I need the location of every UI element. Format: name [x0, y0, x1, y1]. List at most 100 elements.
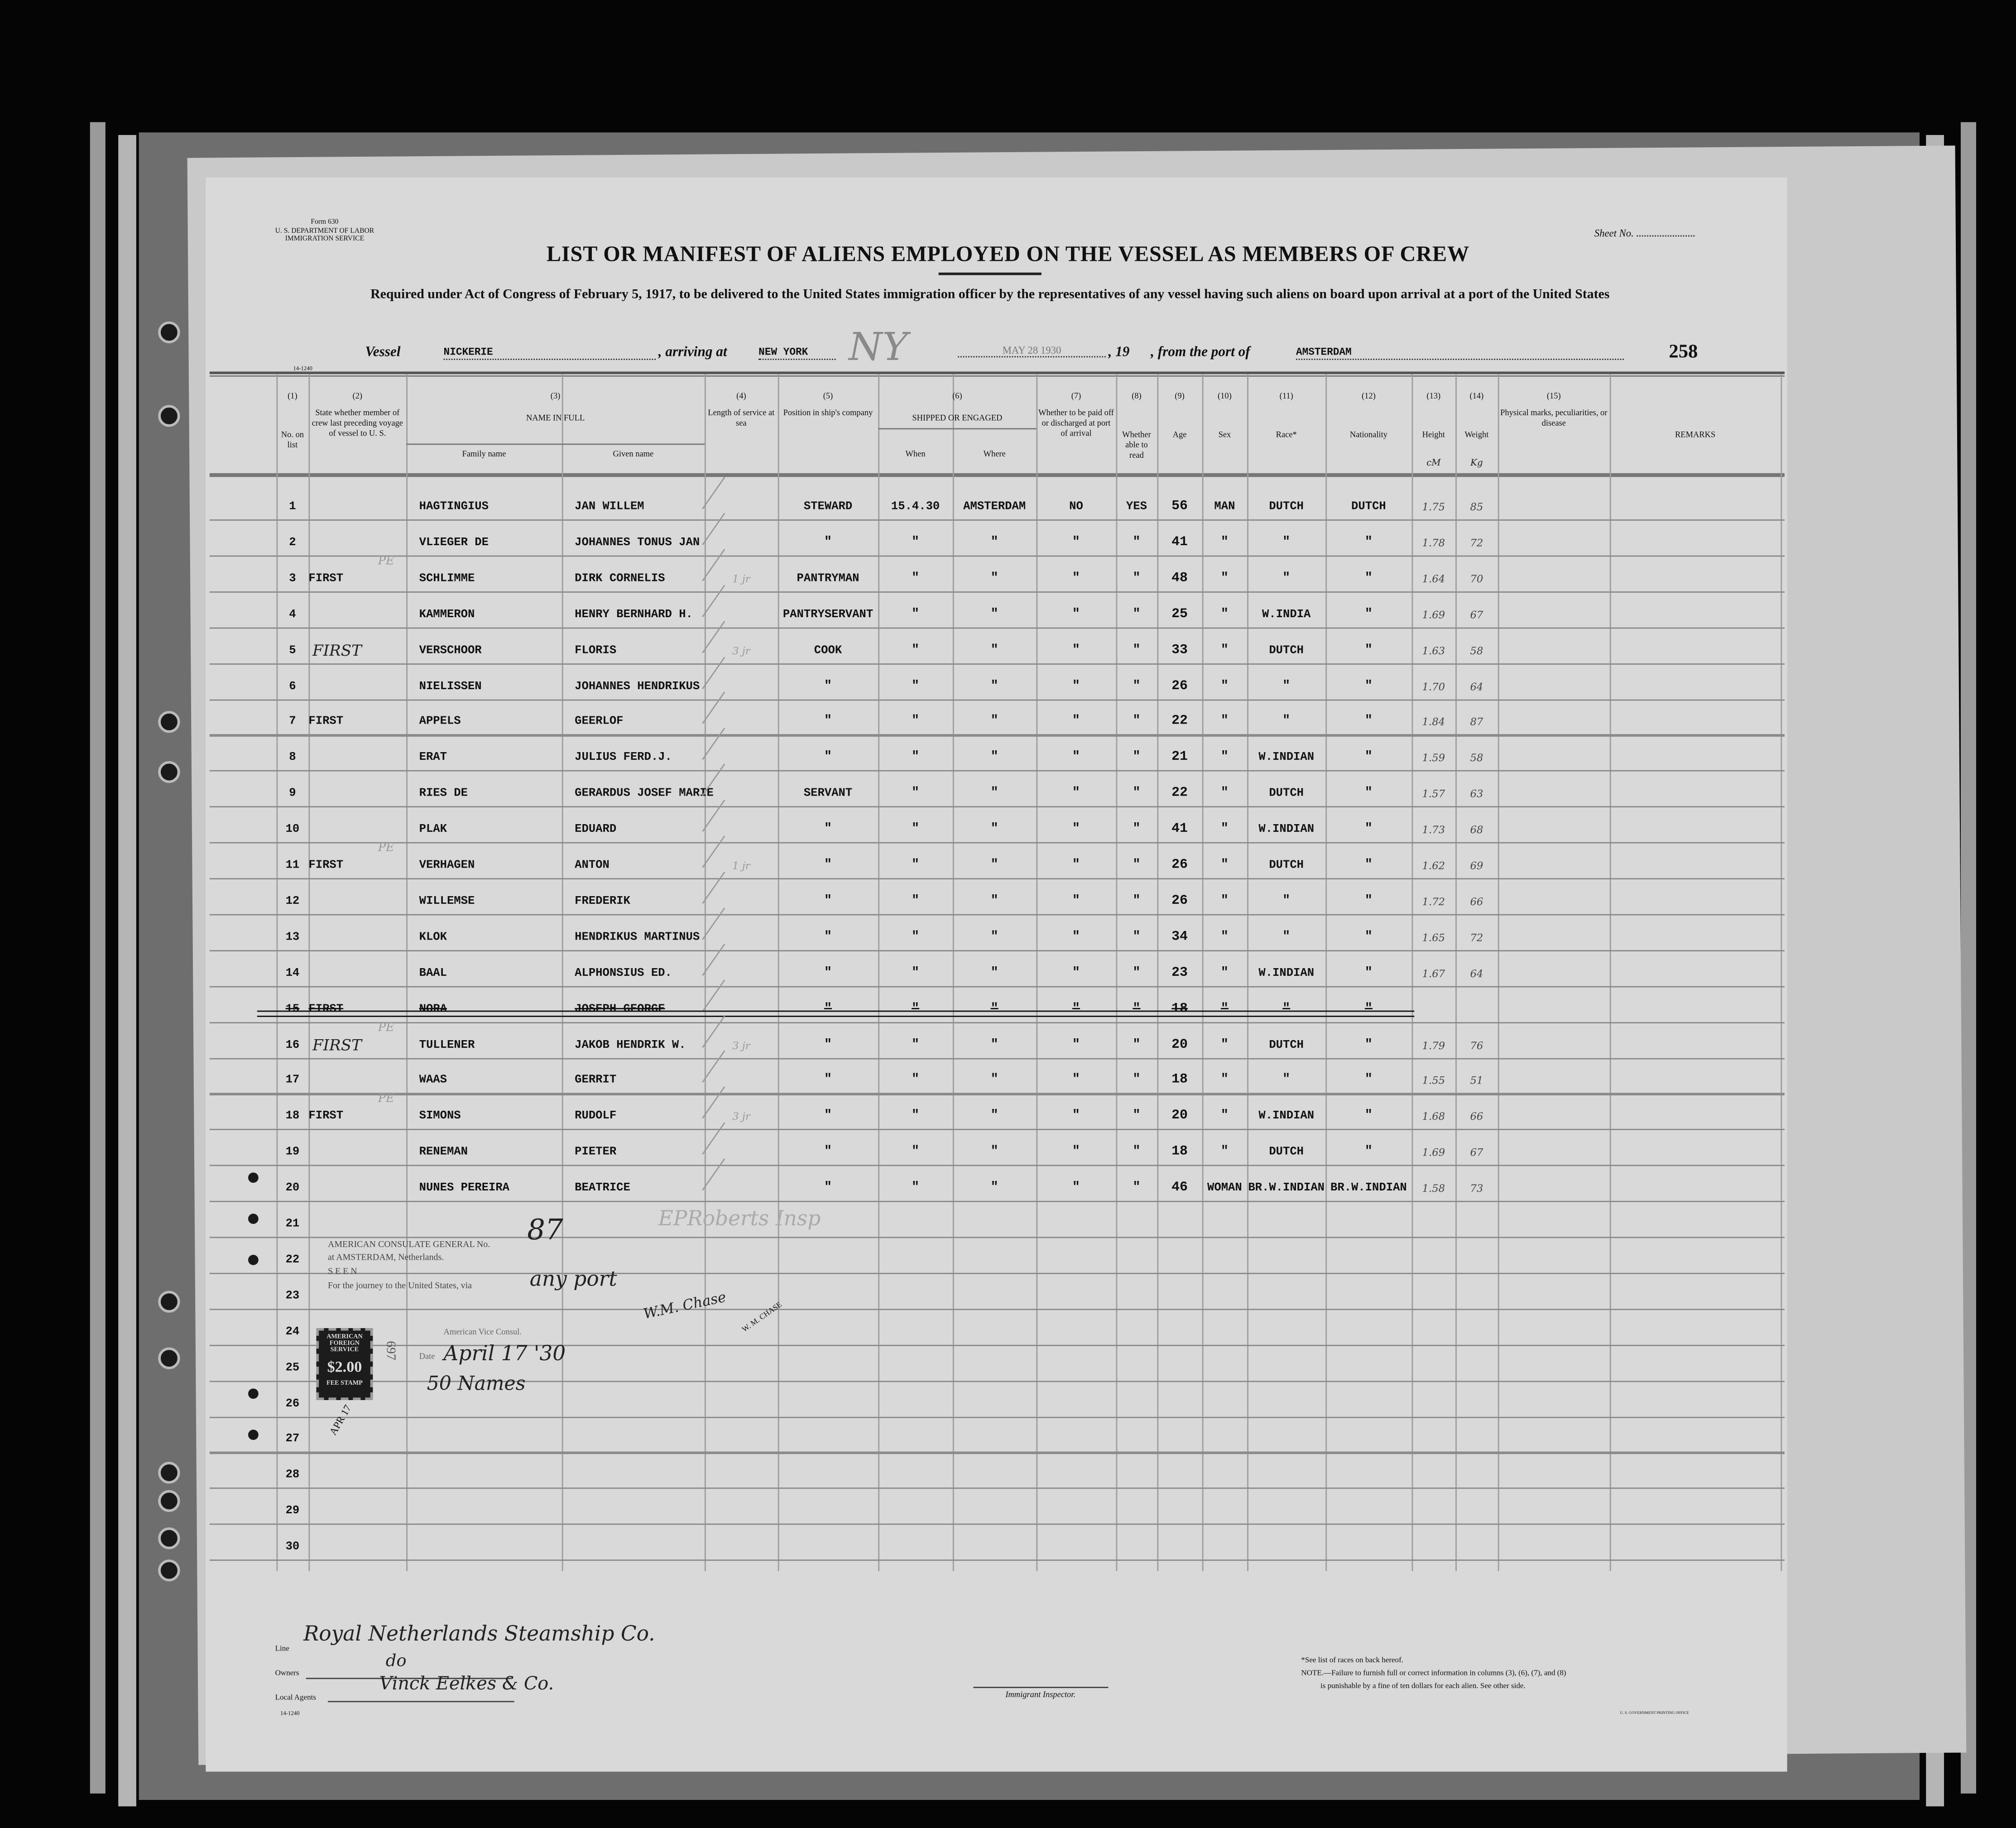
cell-nationality: DUTCH: [1351, 500, 1386, 513]
cell-position: ": [824, 715, 832, 729]
header-bottom-rule: [209, 473, 1785, 476]
cell-height: 1.70: [1422, 681, 1445, 692]
cell-when: ": [912, 931, 920, 945]
cell-family: NORA: [419, 1002, 447, 1015]
cell-paid: ": [1072, 643, 1080, 658]
cell-no: 2: [289, 536, 296, 549]
row-rule: [209, 734, 1785, 736]
cell-age: 56: [1171, 499, 1188, 514]
cell-nationality: ": [1364, 715, 1373, 729]
cell-height: 1.55: [1422, 1075, 1445, 1087]
cell-given: ANTON: [575, 859, 610, 872]
cell-no: 5: [289, 643, 296, 657]
journey-label: For the journey to the United States, vi…: [328, 1280, 472, 1291]
cell-race: BR.W.INDIAN: [1248, 1181, 1325, 1195]
column-subheader: Where: [983, 450, 1006, 459]
cell-family: HAGTINGIUS: [419, 500, 489, 513]
fee-stamp-top: AMERICAN FOREIGN SERVICE: [326, 1334, 363, 1354]
cell-sex: ": [1220, 931, 1229, 945]
cell-weight: 68: [1470, 824, 1483, 836]
cell-read: ": [1133, 894, 1141, 909]
cell-where: ": [990, 643, 998, 658]
cell-given: ALPHONSIUS ED.: [575, 966, 672, 979]
column-divider: [276, 374, 278, 1571]
binder-hole: [158, 1490, 180, 1512]
row-rule: [209, 770, 1785, 772]
cell-race: DUTCH: [1269, 643, 1304, 657]
cell-sex: ": [1220, 966, 1229, 981]
row-rule: [209, 1308, 1785, 1310]
cell-height: 1.64: [1422, 573, 1445, 585]
cell-weight: 69: [1470, 860, 1483, 872]
row-rule: [209, 662, 1785, 665]
cell-paid: ": [1072, 679, 1080, 694]
column-header: Age: [1172, 431, 1187, 440]
cell-age: 26: [1171, 678, 1188, 694]
cell-nationality: ": [1364, 859, 1373, 873]
cell-read: ": [1133, 643, 1141, 658]
cell-length: 1 jr: [732, 860, 750, 872]
column-divider: [1498, 374, 1499, 1571]
row-rule: [209, 1165, 1785, 1167]
cell-no: 1: [289, 500, 296, 513]
cell-nationality: ": [1364, 1110, 1373, 1124]
fee-stamp-value: $2.00: [327, 1358, 362, 1376]
cell-where: ": [990, 715, 998, 729]
row-rule: [209, 555, 1785, 557]
column-number: (11): [1279, 392, 1293, 401]
column-divider: [878, 374, 879, 1571]
cell-paid: ": [1072, 931, 1080, 945]
cell-no: 9: [289, 787, 296, 800]
binder-hole: [158, 405, 180, 427]
cell-when: ": [912, 1110, 920, 1124]
agents-rule: [328, 1701, 514, 1703]
cell-when: ": [912, 751, 920, 766]
cell-family: WILLEMSE: [419, 894, 475, 908]
binder-hole: [158, 1291, 180, 1313]
row-rule: [209, 1452, 1785, 1454]
cell-read: ": [1133, 536, 1141, 550]
cell-when: ": [912, 679, 920, 694]
cell-read: ": [1133, 1002, 1141, 1017]
manifest-page: [206, 177, 1787, 1772]
column-number: (4): [736, 392, 746, 401]
fee-stamp-bottom: FEE STAMP: [326, 1381, 363, 1387]
cell-where: ": [990, 1074, 998, 1089]
cell-nationality: ": [1364, 571, 1373, 586]
cell-height: 1.73: [1422, 824, 1445, 836]
row-number: 23: [285, 1289, 300, 1302]
cell-read: ": [1133, 608, 1141, 622]
row-rule: [209, 699, 1785, 700]
cell-given: BEATRICE: [575, 1181, 630, 1195]
column-subheader: Given name: [613, 450, 654, 459]
cell-read: ": [1133, 1110, 1141, 1124]
cell-weight: 66: [1470, 1111, 1483, 1123]
cell-position: ": [824, 1110, 832, 1124]
cell-paid: ": [1072, 571, 1080, 586]
cell-family: BAAL: [419, 966, 447, 979]
column-number: (13): [1426, 392, 1441, 401]
cell-paid: ": [1072, 894, 1080, 909]
cell-given: JOHANNES TONUS JAN: [575, 536, 700, 549]
cell-no: 13: [285, 931, 300, 944]
row-number: 27: [285, 1433, 300, 1446]
column-divider: [1325, 374, 1327, 1571]
cell-height: 1.79: [1422, 1039, 1445, 1051]
cell-given: HENDRIKUS MARTINUS: [575, 931, 700, 944]
agents-value: Vinck Eelkes & Co.: [379, 1674, 554, 1695]
cell-race: ": [1282, 894, 1291, 909]
cell-height: 1.69: [1422, 1147, 1445, 1159]
cell-position: ": [824, 1038, 832, 1052]
cell-paid: ": [1072, 1146, 1080, 1160]
cell-paid: ": [1072, 823, 1080, 837]
cell-no: 12: [285, 894, 300, 908]
cell-age: 25: [1171, 606, 1188, 622]
cell-where: ": [990, 1002, 998, 1017]
cell-race: W.INDIAN: [1258, 823, 1315, 836]
cell-weight: 63: [1470, 788, 1483, 800]
cell-no: 17: [285, 1074, 300, 1087]
cell-read: ": [1133, 787, 1141, 801]
cell-weight: 58: [1470, 645, 1483, 657]
cell-paid: ": [1072, 1038, 1080, 1052]
row-rule: [209, 842, 1785, 844]
